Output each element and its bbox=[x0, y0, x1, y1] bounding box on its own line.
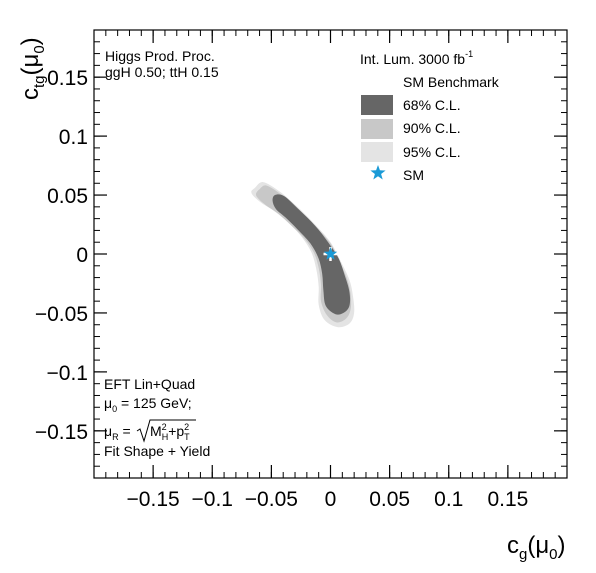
pt-exponent: 2 bbox=[184, 422, 189, 432]
legend-swatch-95 bbox=[361, 142, 393, 162]
mass-exponent: 2 bbox=[162, 422, 167, 432]
mass-symbol: M bbox=[150, 423, 162, 439]
mass-subscript: H bbox=[162, 432, 169, 442]
x-axis-title-arg: (μ bbox=[527, 532, 549, 559]
x-tick-label: −0.1 bbox=[192, 488, 233, 511]
sm-marker-layer bbox=[323, 247, 338, 261]
y-axis-title-sub: tg bbox=[31, 75, 48, 88]
legend-swatch-90 bbox=[361, 119, 393, 139]
x-axis-title-main: c bbox=[507, 532, 519, 559]
x-tick-label: 0.05 bbox=[369, 488, 410, 511]
luminosity-label: Int. Lum. 3000 fb-1 bbox=[360, 49, 473, 67]
pt-symbol: +p bbox=[168, 423, 184, 439]
y-tick-label: 0.1 bbox=[59, 126, 88, 149]
legend-title: SM Benchmark bbox=[403, 74, 500, 90]
x-tick-label: 0.1 bbox=[434, 488, 463, 511]
muR-symbol: μ bbox=[104, 423, 112, 439]
y-axis-title-close: ) bbox=[17, 37, 44, 45]
luminosity-exponent: -1 bbox=[465, 49, 473, 59]
muR-subscript: R bbox=[112, 432, 119, 442]
mu0-label: μ0 = 125 GeV; bbox=[104, 395, 192, 414]
contour-layer bbox=[251, 182, 355, 328]
tick-layer: −0.15 −0.1 −0.05 0 0.05 0.1 0.15 −0.15 −0.1 −0.05… bbox=[35, 29, 567, 511]
luminosity-text: Int. Lum. 3000 fb bbox=[360, 51, 465, 67]
fit-annotation: EFT Lin+Quad μ0 = 125 GeV; μR = M2 H+p2 T … bbox=[104, 376, 210, 459]
mu0-subscript: 0 bbox=[112, 404, 117, 414]
legend-label-sm: SM bbox=[403, 167, 424, 183]
eft-label: EFT Lin+Quad bbox=[104, 376, 195, 392]
legend-swatch-68 bbox=[361, 95, 393, 115]
legend-label-90: 90% C.L. bbox=[403, 120, 461, 136]
contour-68-c-l bbox=[272, 194, 351, 315]
y-tick-label: 0.05 bbox=[47, 185, 88, 208]
x-axis-title-arg-sub: 0 bbox=[549, 546, 557, 563]
y-axis-title-main: c bbox=[17, 88, 44, 100]
y-tick-label: −0.05 bbox=[35, 303, 88, 326]
x-tick-label: −0.15 bbox=[127, 488, 180, 511]
x-axis-title: cg(μ0) bbox=[507, 532, 566, 563]
y-axis-title-arg: (μ bbox=[17, 54, 44, 76]
y-axis-title: ctg(μ0) bbox=[17, 37, 48, 100]
muR-equals: = bbox=[119, 423, 131, 439]
y-tick-label: 0 bbox=[76, 244, 88, 267]
y-tick-label: −0.1 bbox=[47, 362, 88, 385]
legend-label-68: 68% C.L. bbox=[403, 97, 461, 113]
sqrt-sign bbox=[136, 419, 196, 443]
mu0-symbol: μ bbox=[104, 395, 112, 411]
legend-sm-star-icon bbox=[370, 165, 386, 180]
x-tick-label: 0 bbox=[325, 488, 337, 511]
muR-label: μR = bbox=[104, 423, 131, 442]
x-tick-label: −0.05 bbox=[245, 488, 298, 511]
process-title: Higgs Prod. Proc. bbox=[105, 48, 215, 64]
process-fractions: ggH 0.50; ttH 0.15 bbox=[105, 64, 219, 80]
x-axis-title-sub: g bbox=[519, 546, 527, 563]
x-axis-title-close: ) bbox=[558, 532, 566, 559]
x-tick-label: 0.15 bbox=[487, 488, 528, 511]
y-tick-label: −0.15 bbox=[35, 421, 88, 444]
legend: SM Benchmark 68% C.L. 90% C.L. 95% C.L. … bbox=[361, 74, 500, 183]
pt-subscript: T bbox=[184, 432, 190, 442]
y-tick-label: 0.15 bbox=[47, 67, 88, 90]
sm-point-star-icon bbox=[323, 247, 338, 260]
legend-label-95: 95% C.L. bbox=[403, 144, 461, 160]
mu0-value: = 125 GeV; bbox=[117, 395, 192, 411]
fit-type-label: Fit Shape + Yield bbox=[104, 443, 210, 459]
y-axis-title-arg-sub: 0 bbox=[31, 45, 48, 53]
muR-expression: M2 H+p2 T bbox=[150, 422, 190, 442]
